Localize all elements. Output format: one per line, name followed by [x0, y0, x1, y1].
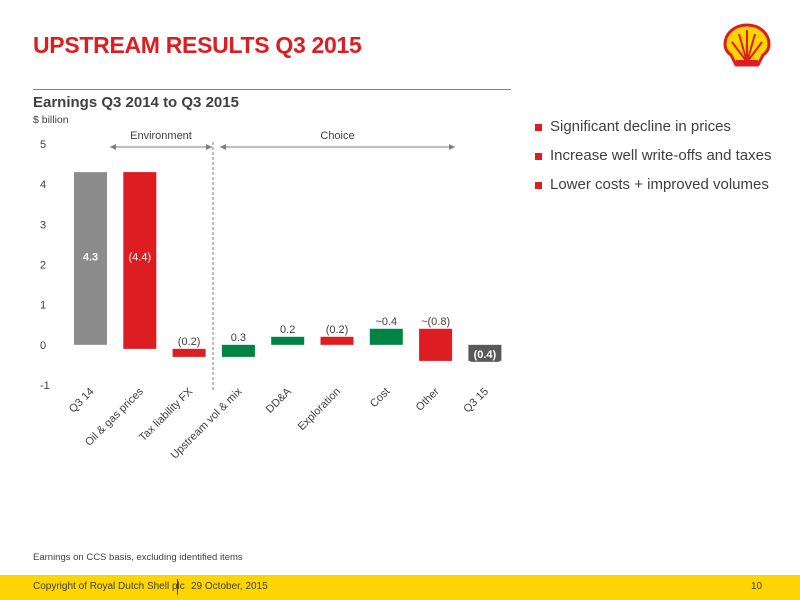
slide-title: UPSTREAM RESULTS Q3 2015 — [33, 32, 362, 58]
y-tick-label: 3 — [40, 219, 46, 231]
footer-bar: Copyright of Royal Dutch Shell plc 29 Oc… — [0, 575, 800, 600]
bullet-text: Lower costs + improved volumes — [550, 176, 769, 193]
bullet-item: Significant decline in prices — [535, 116, 772, 145]
x-tick-label: DD&A — [264, 385, 295, 416]
unit-label: $ billion — [33, 114, 69, 126]
bar — [74, 172, 107, 345]
bar — [172, 348, 206, 357]
waterfall-chart: -1 0 1 2 3 4 5 4.3 (4.4) (0.2) 0.3 0.2 (0.2) ~0.4 ~(0.… — [40, 130, 502, 460]
annotation-arrow-head-left — [220, 144, 226, 150]
annotation-arrow-head-right — [449, 144, 455, 150]
bullet-text: Increase well write-offs and taxes — [550, 147, 772, 164]
bullet-item: Lower costs + improved volumes — [535, 174, 772, 203]
bar — [221, 344, 255, 357]
bullet-item: Increase well write-offs and taxes — [535, 145, 772, 174]
annotation-label: Environment — [130, 130, 192, 142]
bar — [419, 328, 453, 361]
shell-logo-icon — [723, 23, 771, 67]
x-tick-label: Cost — [368, 386, 392, 410]
page-number: 10 — [751, 581, 763, 592]
footer-divider — [177, 579, 178, 595]
data-label: (4.4) — [128, 251, 151, 263]
x-tick-label: Exploration — [296, 386, 343, 433]
y-tick-label: 2 — [40, 260, 46, 272]
data-label: (0.2) — [178, 336, 201, 348]
bullet-text: Significant decline in prices — [550, 118, 731, 135]
x-tick-label: Q3 15 — [461, 386, 491, 416]
bar — [369, 328, 403, 345]
data-label: 4.3 — [83, 251, 98, 263]
data-label-box — [470, 346, 500, 362]
data-label: (0.2) — [326, 324, 349, 336]
annotation-arrow-head-right — [206, 144, 212, 150]
y-tick-label: -1 — [40, 380, 50, 392]
bullet-square-icon — [535, 153, 542, 160]
bullet-list: Significant decline in prices Increase w… — [535, 116, 772, 203]
y-tick-label: 5 — [40, 139, 46, 151]
bullet-square-icon — [535, 182, 542, 189]
copyright-text: Copyright of Royal Dutch Shell plc — [33, 581, 185, 592]
y-tick-label: 1 — [40, 300, 46, 312]
y-tick-label: 4 — [40, 179, 46, 191]
data-label: ~(0.8) — [421, 316, 450, 328]
annotation-label: Choice — [320, 130, 354, 142]
bar — [123, 172, 157, 349]
x-tick-label: Q3 14 — [67, 386, 97, 416]
chart-subtitle: Earnings Q3 2014 to Q3 2015 — [33, 94, 239, 111]
bar — [320, 336, 354, 345]
data-label: 0.2 — [280, 324, 295, 336]
data-label: 0.3 — [231, 332, 246, 344]
title-divider — [33, 89, 511, 90]
x-tick-label: Other — [414, 385, 442, 413]
bar — [271, 336, 305, 345]
footer-date: 29 October, 2015 — [191, 581, 268, 592]
footnote: Earnings on CCS basis, excluding identif… — [33, 552, 243, 563]
y-tick-label: 0 — [40, 340, 46, 352]
bullet-square-icon — [535, 124, 542, 131]
data-label: ~0.4 — [375, 316, 397, 328]
data-label: (0.4) — [474, 349, 497, 361]
annotation-arrow-head-left — [110, 144, 116, 150]
